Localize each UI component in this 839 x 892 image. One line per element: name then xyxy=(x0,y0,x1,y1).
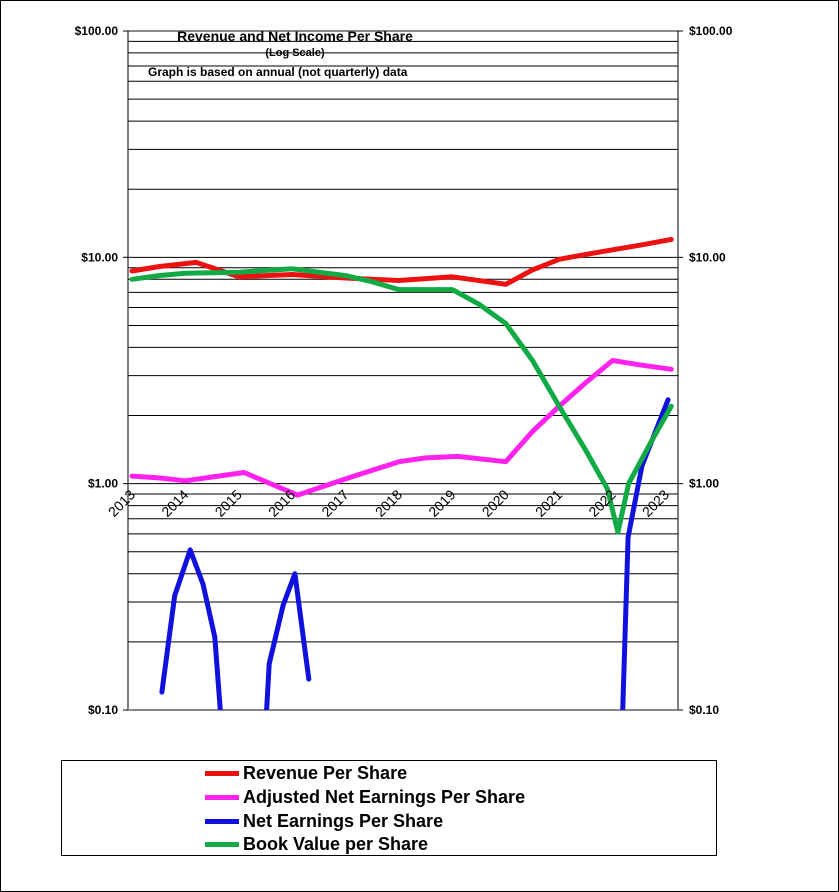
legend-label: Net Earnings Per Share xyxy=(243,810,444,831)
legend-swatch xyxy=(205,794,239,800)
y-tick-label: $1.00 xyxy=(689,477,719,491)
y-tick-label: $10.00 xyxy=(81,250,118,264)
legend-swatch xyxy=(205,818,239,824)
x-tick-label: 2014 xyxy=(158,486,191,519)
y-tick-label: $0.10 xyxy=(689,703,719,717)
legend-label: Revenue Per Share xyxy=(243,762,408,783)
x-tick-labels: 2013 2014 2015 2016 2017 2018 2019 2020 2021 2022… xyxy=(105,486,672,519)
legend: Revenue Per Share Adjusted Net Earnings … xyxy=(61,760,717,856)
legend-label: Adjusted Net Earnings Per Share xyxy=(243,786,526,807)
chart-subtitle: (Log Scale) xyxy=(265,47,325,59)
series-line-revenue-per-share xyxy=(129,236,674,287)
legend-swatch xyxy=(205,770,239,776)
series-line-net-earnings-per-share xyxy=(159,397,671,710)
legend-label: Book Value per Share xyxy=(243,833,429,854)
y-tick-label: $1.00 xyxy=(88,477,118,491)
legend-item-revenue: Revenue Per Share xyxy=(205,761,407,785)
series-line-adjusted-net-earnings-per-share xyxy=(129,358,674,498)
series-lines xyxy=(129,236,674,710)
legend-swatch xyxy=(205,841,239,847)
x-tick-label: 2021 xyxy=(532,486,565,519)
chart-title: Revenue and Net Income Per Share xyxy=(177,28,413,44)
series-line-book-value-per-share xyxy=(129,266,674,535)
x-tick-label: 2017 xyxy=(318,486,351,519)
x-tick-label: 2013 xyxy=(105,486,138,519)
x-tick-label: 2023 xyxy=(639,486,672,519)
x-tick-label: 2020 xyxy=(479,486,512,519)
y-tick-label: $100.00 xyxy=(689,24,733,38)
y-tick-label: $100.00 xyxy=(75,24,119,38)
y-tick-label: $0.10 xyxy=(88,703,118,717)
y-tick-labels-left: $100.00 $10.00 $1.00 $0.10 xyxy=(75,24,119,717)
y-tick-label: $10.00 xyxy=(689,250,726,264)
gridlines xyxy=(128,30,678,711)
chart-annotation: Graph is based on annual (not quarterly)… xyxy=(148,65,408,79)
x-tick-label: 2018 xyxy=(372,486,405,519)
x-tick-label: 2015 xyxy=(212,486,245,519)
legend-item-net-earnings: Net Earnings Per Share xyxy=(205,809,443,833)
y-tick-labels-right: $100.00 $10.00 $1.00 $0.10 xyxy=(689,24,733,717)
legend-item-adjusted-net-earnings: Adjusted Net Earnings Per Share xyxy=(205,785,525,809)
x-tick-label: 2019 xyxy=(425,486,458,519)
legend-item-book-value: Book Value per Share xyxy=(205,832,428,856)
